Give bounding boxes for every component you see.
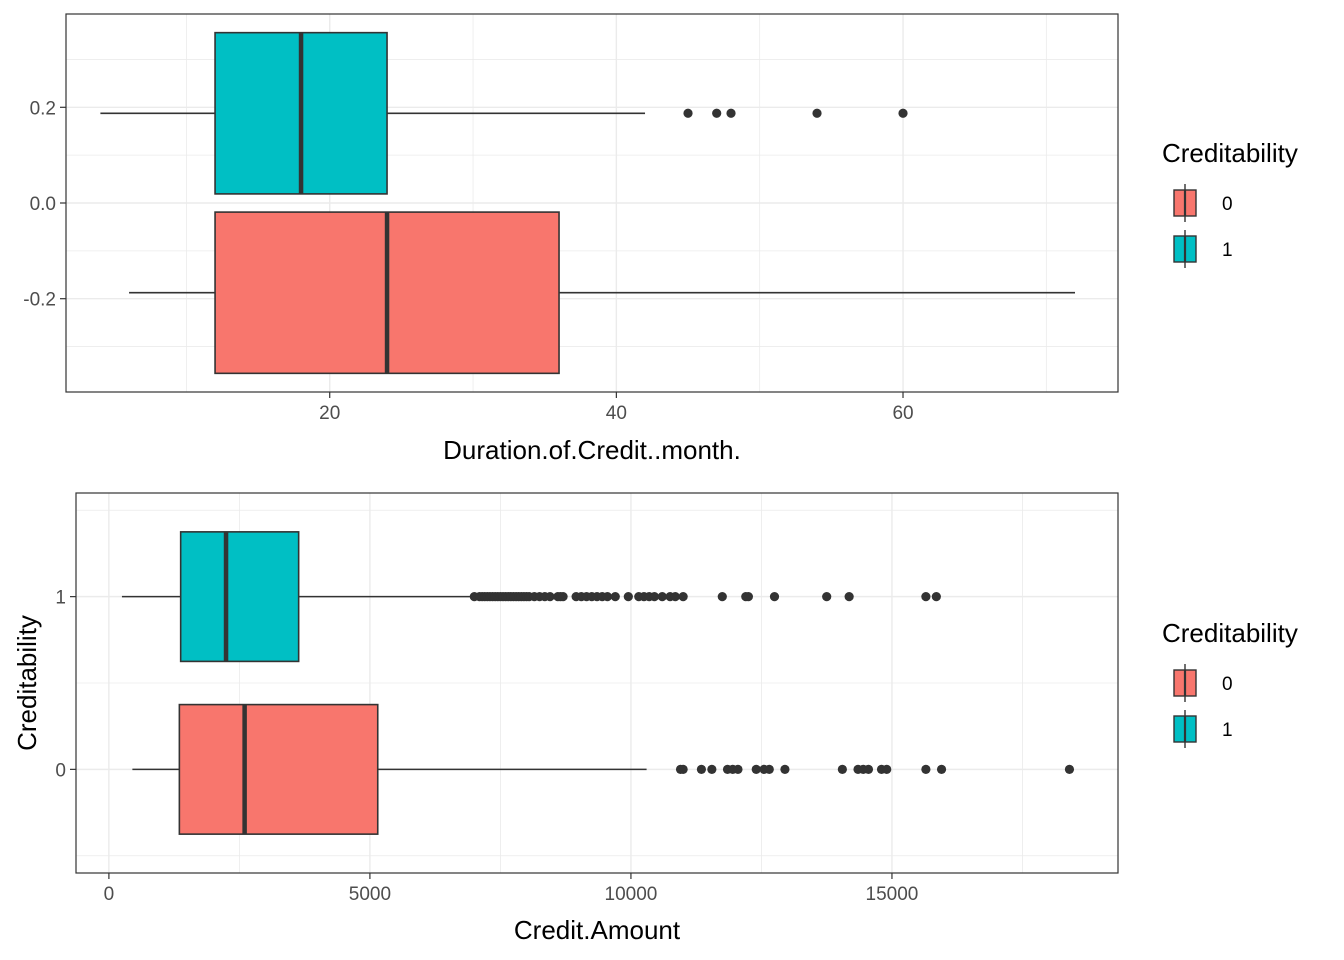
legend-entry-1: 1 <box>1173 230 1233 268</box>
box-group-0 <box>129 211 1076 375</box>
y-axis-title: Creditability <box>12 615 42 751</box>
outlier-point <box>678 764 688 774</box>
y-tick-label: 0.0 <box>30 194 56 215</box>
legend-label: 1 <box>1222 720 1233 741</box>
outlier-point <box>696 764 707 774</box>
x-tick-label: 5000 <box>349 884 391 905</box>
x-tick-label: 60 <box>892 403 913 424</box>
boxes <box>121 531 1075 835</box>
box-group-0 <box>132 703 1075 835</box>
duration-boxplot-panel: 20 40 60 0.2 0.0 -0.2 Duration.of.Credit..mon… <box>23 13 1119 465</box>
legend-entry-0: 0 <box>1173 664 1233 702</box>
legend-label: 0 <box>1222 674 1233 695</box>
outlier-point <box>863 764 874 774</box>
y-tick-label: 0.2 <box>30 98 56 119</box>
outlier-point <box>764 764 774 774</box>
legend-keys: 01 <box>1173 664 1233 748</box>
outlier-point <box>931 592 941 602</box>
x-tick-label: 40 <box>606 403 627 424</box>
outlier-point <box>649 592 660 602</box>
y-tick-label: 1 <box>55 588 66 609</box>
legend-top: Creditability 01 <box>1162 138 1298 268</box>
outlier-point <box>602 592 613 602</box>
outlier-point <box>812 108 822 118</box>
x-tick-label: 10000 <box>605 884 658 905</box>
legend-bottom: Creditability 01 <box>1162 618 1298 748</box>
outlier-point <box>780 764 790 774</box>
y-tick-label: 0 <box>55 760 66 781</box>
legend-title: Creditability <box>1162 618 1298 648</box>
legend-entry-0: 0 <box>1173 184 1233 222</box>
y-tick-label: -0.2 <box>23 290 56 311</box>
outlier-point <box>769 592 780 602</box>
legend-keys: 01 <box>1173 184 1233 268</box>
outlier-point <box>837 764 847 774</box>
legend-label: 1 <box>1222 240 1233 261</box>
axis-ticks: 20 40 60 0.2 0.0 -0.2 <box>23 98 913 424</box>
x-tick-label: 15000 <box>866 884 919 905</box>
axis-ticks: 0 5000 10000 15000 1 0 <box>55 588 918 905</box>
outlier-point <box>898 108 908 118</box>
credit-amount-boxplot-panel: 0 5000 10000 15000 1 0 Credit.Amount Creditab… <box>12 492 1119 945</box>
x-tick-label: 20 <box>319 403 340 424</box>
outlier-point <box>733 764 743 774</box>
legend-entry-1: 1 <box>1173 710 1233 748</box>
outlier-point <box>936 764 947 774</box>
box-group-1 <box>100 31 908 195</box>
outlier-point <box>623 592 633 602</box>
outlier-point <box>707 764 717 774</box>
box-iqr <box>179 531 300 663</box>
outlier-point <box>717 592 727 602</box>
outlier-point <box>683 108 693 118</box>
outlier-point <box>844 592 854 602</box>
outlier-point <box>558 592 568 602</box>
outlier-point <box>743 592 753 602</box>
outlier-point <box>822 592 832 602</box>
legend-label: 0 <box>1222 194 1233 215</box>
x-axis-title: Duration.of.Credit..month. <box>443 435 741 465</box>
outlier-point <box>657 592 667 602</box>
outlier-point <box>751 764 761 774</box>
outlier-point <box>921 592 931 602</box>
x-tick-label: 0 <box>104 884 115 905</box>
box-group-1 <box>121 531 941 663</box>
panel-border <box>75 492 1119 874</box>
outlier-point <box>1064 764 1075 774</box>
outlier-point <box>726 108 736 118</box>
outlier-point <box>882 764 892 774</box>
outlier-point <box>712 108 722 118</box>
outlier-point <box>670 592 680 602</box>
box-iqr <box>178 703 379 835</box>
boxes <box>100 31 1076 375</box>
legend-title: Creditability <box>1162 138 1298 168</box>
x-axis-title: Credit.Amount <box>514 915 681 945</box>
outlier-point <box>610 592 620 602</box>
outlier-point <box>678 592 688 602</box>
outlier-point <box>545 592 555 602</box>
outlier-point <box>921 764 931 774</box>
